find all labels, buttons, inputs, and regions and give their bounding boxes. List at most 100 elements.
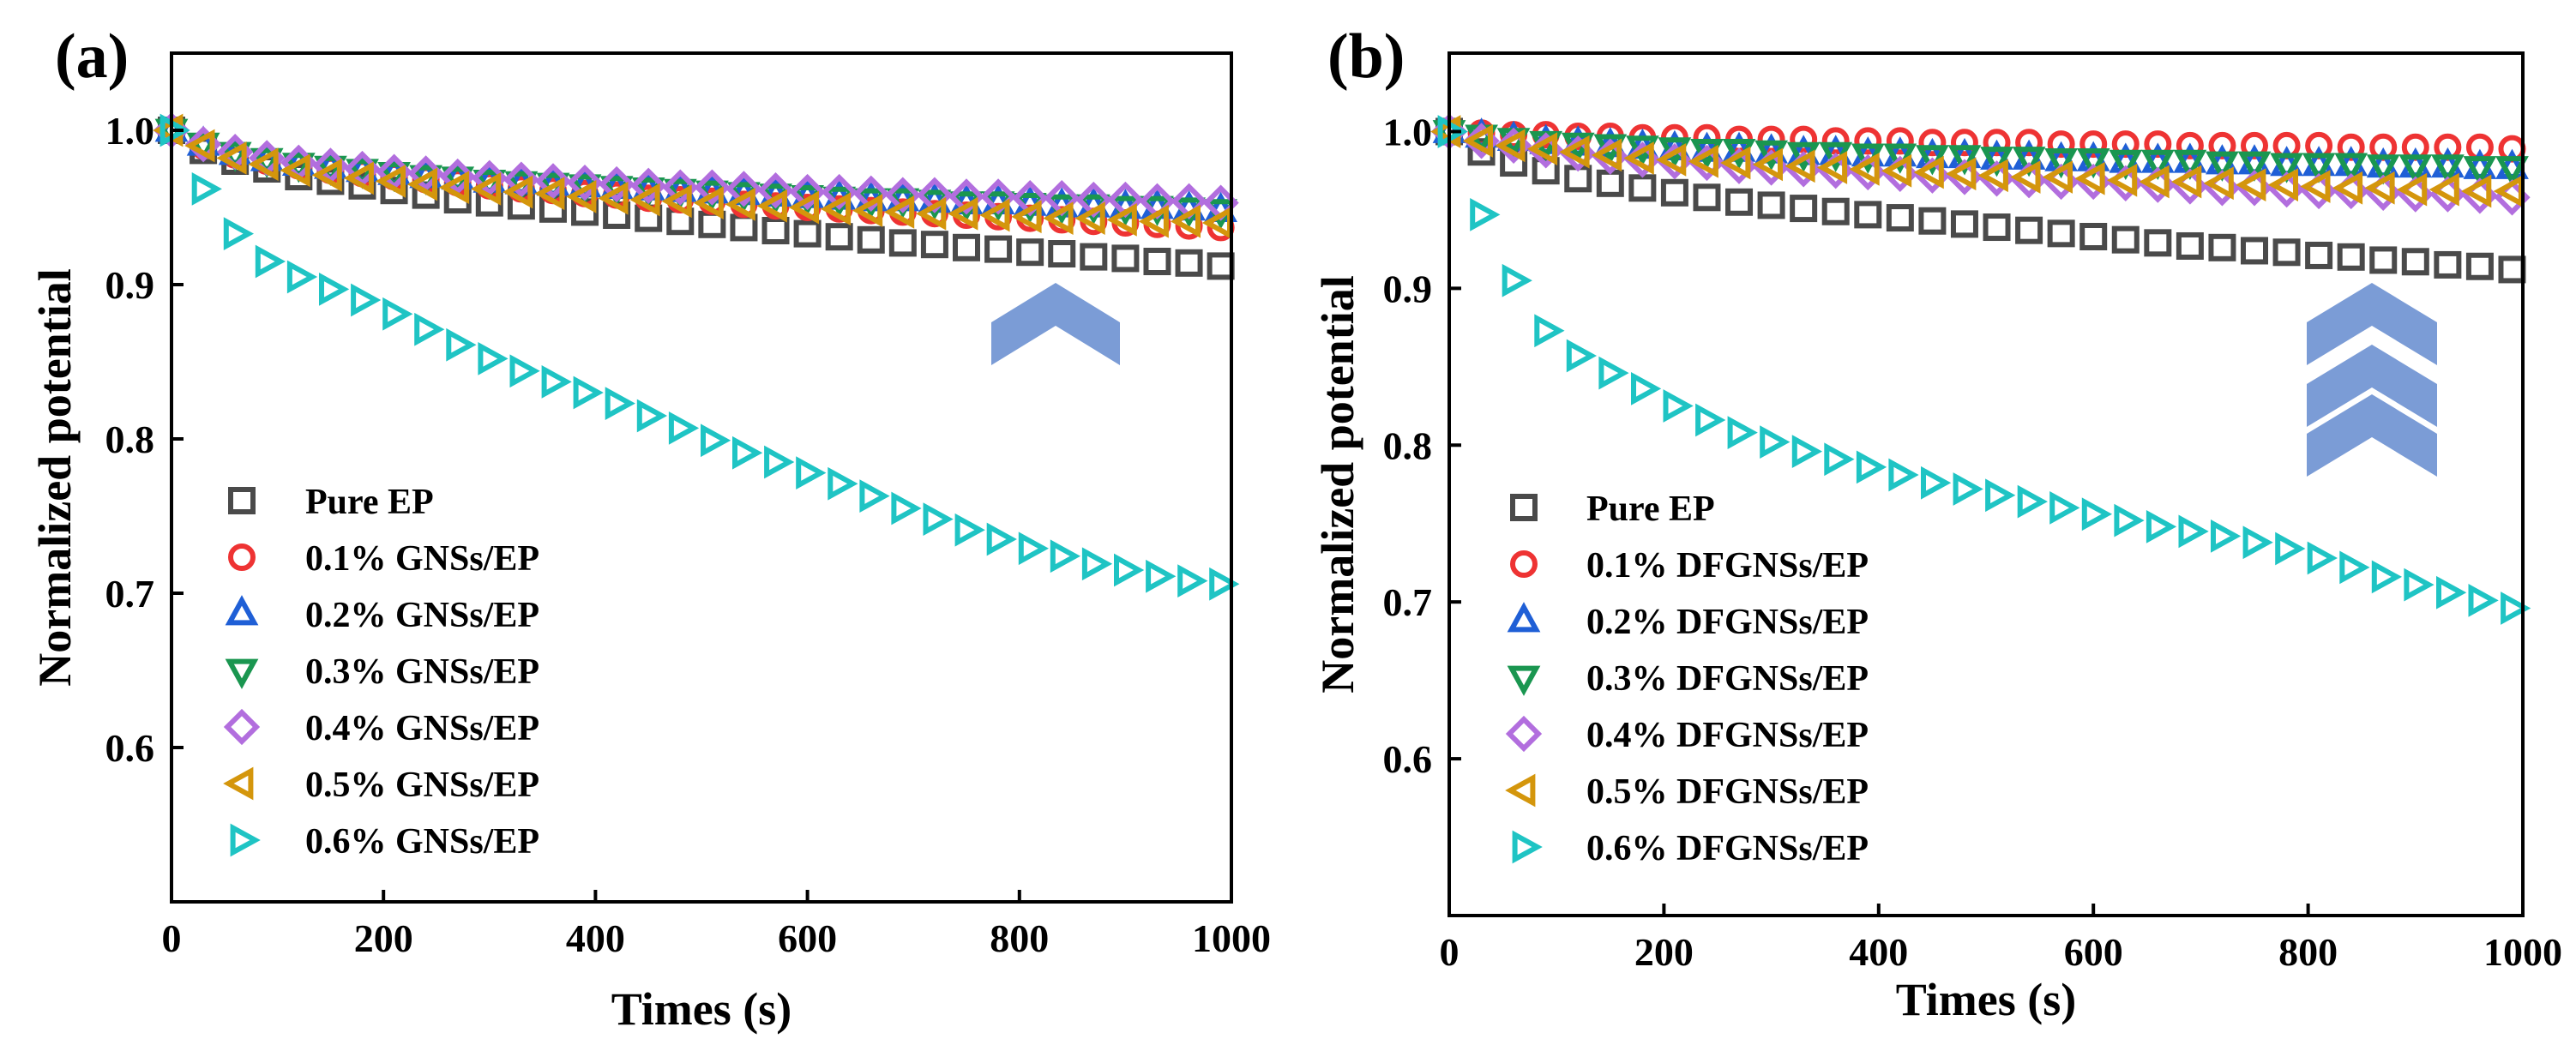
data-point bbox=[1886, 204, 1914, 232]
data-point bbox=[1591, 138, 1622, 172]
chevron-up-icon bbox=[991, 283, 1120, 365]
data-point bbox=[2178, 514, 2209, 549]
data-point bbox=[1918, 129, 1947, 157]
data-point bbox=[2495, 156, 2529, 187]
data-point bbox=[1207, 252, 1235, 280]
data-point bbox=[923, 502, 954, 536]
data-point bbox=[1980, 147, 2013, 177]
data-point bbox=[828, 466, 858, 501]
data-point bbox=[1502, 263, 1532, 297]
data-point bbox=[2076, 148, 2110, 179]
data-point bbox=[2012, 147, 2046, 177]
data-point bbox=[598, 165, 635, 203]
data-point bbox=[1663, 389, 1694, 423]
data-point bbox=[1886, 127, 1914, 155]
chevron-up-icon bbox=[2307, 283, 2437, 365]
y-axis-title-b: Normalized potential bbox=[1312, 275, 1363, 693]
data-point bbox=[1790, 195, 1818, 223]
data-point bbox=[1660, 178, 1688, 207]
data-point bbox=[694, 169, 731, 206]
data-point bbox=[1688, 144, 1718, 178]
data-point bbox=[920, 231, 948, 259]
data-point bbox=[668, 411, 700, 445]
data-point bbox=[1012, 180, 1049, 217]
data-point bbox=[2139, 165, 2170, 199]
data-point bbox=[2208, 233, 2236, 261]
data-point bbox=[1596, 169, 1624, 197]
data-point bbox=[1495, 129, 1526, 163]
legend-marker bbox=[225, 595, 259, 626]
data-point bbox=[1790, 125, 1818, 153]
data-point bbox=[280, 153, 310, 188]
data-point bbox=[2111, 130, 2140, 159]
x-tick-label: 200 bbox=[1634, 930, 1694, 974]
y-tick-label: 0.8 bbox=[1383, 423, 1433, 467]
x-axis-title-a: Times (s) bbox=[611, 983, 792, 1035]
data-point bbox=[406, 167, 437, 201]
data-point bbox=[1816, 151, 1848, 184]
legend-marker bbox=[1505, 773, 1536, 808]
data-point bbox=[1075, 181, 1112, 219]
data-point bbox=[953, 233, 980, 261]
y-tick-label: 0.7 bbox=[105, 572, 155, 616]
data-point bbox=[439, 158, 476, 195]
x-tick-label: 800 bbox=[990, 916, 1049, 960]
data-point bbox=[1760, 425, 1791, 459]
data-point bbox=[984, 235, 1013, 263]
data-point bbox=[1437, 115, 1468, 148]
triple-chevron-up-icon bbox=[2307, 283, 2437, 477]
data-point bbox=[979, 198, 1010, 232]
x-ticks-a: 0 200 400 600 800 1000 bbox=[162, 890, 1271, 960]
data-point bbox=[1946, 157, 1977, 191]
data-point bbox=[1950, 210, 1978, 238]
data-point bbox=[884, 177, 921, 213]
data-point bbox=[2267, 168, 2298, 201]
data-point bbox=[725, 188, 755, 221]
data-point bbox=[1534, 314, 1565, 348]
x-tick-label: 0 bbox=[1440, 930, 1460, 974]
legend-entry: Pure EP bbox=[305, 483, 434, 522]
data-point bbox=[2369, 246, 2398, 274]
data-point bbox=[888, 229, 917, 257]
data-point bbox=[509, 354, 540, 388]
data-point bbox=[1985, 478, 2016, 513]
data-point bbox=[2305, 241, 2333, 269]
data-point bbox=[1106, 203, 1137, 237]
data-point bbox=[2242, 525, 2273, 560]
data-point bbox=[725, 171, 762, 207]
data-point bbox=[1921, 465, 1952, 500]
y-tick-label: 0.9 bbox=[1383, 267, 1433, 310]
data-point bbox=[820, 192, 852, 226]
data-point bbox=[1695, 403, 1726, 437]
y-axis-title-a: Normalized potential bbox=[29, 268, 81, 686]
data-point bbox=[2236, 168, 2266, 201]
data-point bbox=[2401, 248, 2429, 276]
data-point bbox=[184, 129, 215, 163]
data-point bbox=[255, 244, 286, 279]
data-point bbox=[756, 189, 787, 223]
data-point bbox=[629, 183, 660, 217]
data-point bbox=[441, 166, 475, 197]
data-point bbox=[764, 445, 795, 479]
data-point bbox=[159, 113, 190, 147]
x-tick-label: 200 bbox=[354, 916, 413, 960]
data-point bbox=[2275, 532, 2306, 566]
data-point bbox=[701, 423, 731, 458]
data-point bbox=[566, 180, 597, 213]
data-point bbox=[2010, 160, 2041, 194]
data-point bbox=[788, 190, 819, 225]
data-point bbox=[2176, 131, 2204, 159]
data-point bbox=[1080, 243, 1108, 271]
data-point bbox=[1791, 435, 1823, 468]
data-point bbox=[573, 375, 604, 410]
data-point bbox=[2171, 165, 2202, 199]
data-point bbox=[1526, 132, 1558, 165]
data-point bbox=[2114, 503, 2145, 538]
legend-entry: 0.2% GNSs/EP bbox=[305, 596, 539, 635]
legend-entry: Pure EP bbox=[1586, 489, 1715, 529]
legend-marker bbox=[1512, 830, 1543, 864]
data-point bbox=[630, 167, 667, 204]
data-point bbox=[948, 178, 985, 215]
data-point bbox=[2272, 238, 2301, 267]
x-ticks-b: 0 200 400 600 800 1000 bbox=[1440, 904, 2562, 974]
